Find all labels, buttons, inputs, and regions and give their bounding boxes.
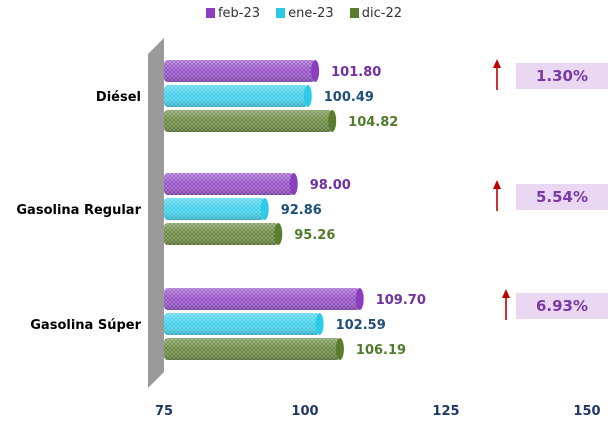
change-badge: 6.93% — [516, 293, 608, 319]
x-tick-label: 75 — [155, 404, 173, 419]
legend-swatch — [349, 8, 359, 18]
category-label: Gasolina Regular — [16, 203, 141, 218]
up-arrow-head — [502, 289, 510, 298]
legend-swatch — [205, 8, 215, 18]
change-badge: 5.54% — [516, 184, 608, 210]
category-label: Diésel — [96, 90, 141, 105]
value-label: 109.70 — [376, 293, 426, 308]
bar-shading — [164, 60, 316, 82]
bar-end-cap — [311, 60, 320, 82]
bar-end-cap — [328, 110, 337, 132]
bar-end-cap — [260, 198, 269, 220]
legend-item-feb-23: feb-23 — [205, 6, 261, 21]
value-label: 102.59 — [336, 318, 386, 333]
value-label: 104.82 — [348, 115, 398, 130]
legend-item-dic-22: dic-22 — [349, 6, 403, 21]
legend-swatch — [276, 8, 286, 18]
x-tick-label: 150 — [573, 404, 600, 419]
legend-label: dic-22 — [361, 6, 403, 21]
bar-end-cap — [303, 85, 312, 107]
bar-shading — [164, 313, 320, 335]
bar-end-cap — [315, 313, 324, 335]
change-badge: 1.30% — [516, 63, 608, 89]
value-label: 98.00 — [310, 178, 351, 193]
value-label: 100.49 — [324, 90, 374, 105]
bar-end-cap — [289, 173, 298, 195]
x-tick-label: 125 — [432, 404, 459, 419]
legend: feb-23 ene-23 dic-22 — [0, 6, 608, 21]
bar-shading — [164, 110, 333, 132]
bar-end-cap — [335, 338, 344, 360]
bar-shading — [164, 173, 294, 195]
legend-label: ene-23 — [288, 6, 334, 21]
bar-shading — [164, 288, 360, 310]
bar-shading — [164, 85, 308, 107]
up-arrow-head — [493, 180, 501, 189]
bar-shading — [164, 223, 279, 245]
value-label: 101.80 — [331, 65, 381, 80]
value-label: 106.19 — [356, 343, 406, 358]
value-label: 92.86 — [281, 203, 322, 218]
category-label: Gasolina Súper — [30, 318, 141, 333]
bar-shading — [164, 338, 340, 360]
x-tick-label: 100 — [291, 404, 318, 419]
bar-shading — [164, 198, 265, 220]
legend-item-ene-23: ene-23 — [276, 6, 334, 21]
bar-end-cap — [274, 223, 283, 245]
bar-end-cap — [355, 288, 364, 310]
up-arrow-head — [493, 59, 501, 68]
value-label: 95.26 — [294, 228, 335, 243]
legend-label: feb-23 — [217, 6, 261, 21]
chart-back-wall — [148, 38, 164, 388]
